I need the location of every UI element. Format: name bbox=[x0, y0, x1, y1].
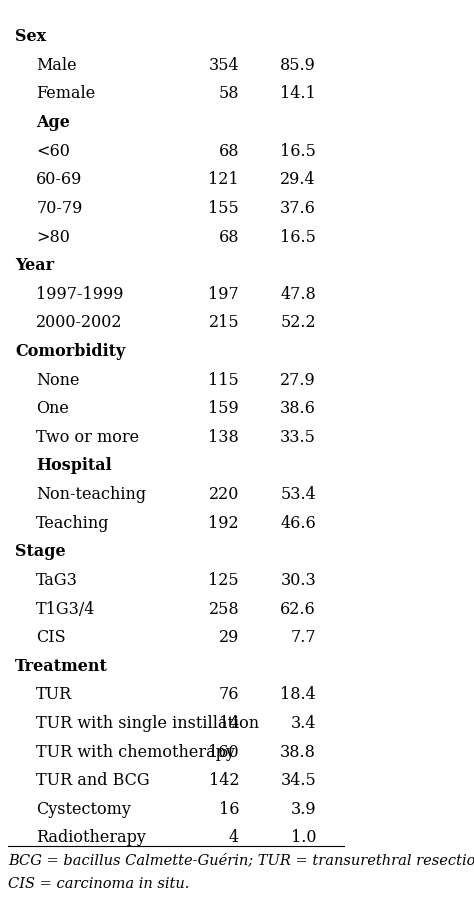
Text: 37.6: 37.6 bbox=[280, 200, 316, 217]
Text: 52.2: 52.2 bbox=[281, 314, 316, 331]
Text: 258: 258 bbox=[209, 600, 239, 617]
Text: 2000-2002: 2000-2002 bbox=[36, 314, 123, 331]
Text: Hospital: Hospital bbox=[36, 457, 112, 475]
Text: 85.9: 85.9 bbox=[280, 57, 316, 74]
Text: Non-teaching: Non-teaching bbox=[36, 486, 146, 503]
Text: TUR: TUR bbox=[36, 686, 73, 703]
Text: <60: <60 bbox=[36, 143, 70, 160]
Text: 29.4: 29.4 bbox=[281, 171, 316, 188]
Text: 125: 125 bbox=[209, 572, 239, 589]
Text: 215: 215 bbox=[209, 314, 239, 331]
Text: 3.4: 3.4 bbox=[291, 715, 316, 732]
Text: 354: 354 bbox=[209, 57, 239, 74]
Text: Stage: Stage bbox=[15, 544, 66, 561]
Text: Female: Female bbox=[36, 85, 96, 102]
Text: 159: 159 bbox=[209, 400, 239, 417]
Text: 16.5: 16.5 bbox=[280, 143, 316, 160]
Text: 62.6: 62.6 bbox=[280, 600, 316, 617]
Text: 68: 68 bbox=[219, 229, 239, 246]
Text: >80: >80 bbox=[36, 229, 70, 246]
Text: 192: 192 bbox=[209, 515, 239, 532]
Text: Year: Year bbox=[15, 257, 55, 274]
Text: 142: 142 bbox=[209, 772, 239, 789]
Text: 58: 58 bbox=[219, 85, 239, 102]
Text: 7.7: 7.7 bbox=[291, 629, 316, 646]
Text: 14: 14 bbox=[219, 715, 239, 732]
Text: 27.9: 27.9 bbox=[280, 371, 316, 388]
Text: 38.6: 38.6 bbox=[280, 400, 316, 417]
Text: None: None bbox=[36, 371, 80, 388]
Text: CIS = carcinoma in situ.: CIS = carcinoma in situ. bbox=[9, 877, 190, 891]
Text: T1G3/4: T1G3/4 bbox=[36, 600, 96, 617]
Text: 46.6: 46.6 bbox=[280, 515, 316, 532]
Text: 115: 115 bbox=[209, 371, 239, 388]
Text: 68: 68 bbox=[219, 143, 239, 160]
Text: 53.4: 53.4 bbox=[280, 486, 316, 503]
Text: 4: 4 bbox=[229, 830, 239, 847]
Text: 70-79: 70-79 bbox=[36, 200, 83, 217]
Text: 16.5: 16.5 bbox=[280, 229, 316, 246]
Text: Cystectomy: Cystectomy bbox=[36, 801, 131, 818]
Text: Comorbidity: Comorbidity bbox=[15, 343, 126, 360]
Text: 3.9: 3.9 bbox=[291, 801, 316, 818]
Text: 47.8: 47.8 bbox=[280, 286, 316, 303]
Text: CIS: CIS bbox=[36, 629, 66, 646]
Text: 155: 155 bbox=[209, 200, 239, 217]
Text: Age: Age bbox=[36, 114, 70, 131]
Text: 38.8: 38.8 bbox=[280, 744, 316, 761]
Text: Sex: Sex bbox=[15, 28, 46, 45]
Text: Teaching: Teaching bbox=[36, 515, 110, 532]
Text: 33.5: 33.5 bbox=[280, 429, 316, 446]
Text: 29: 29 bbox=[219, 629, 239, 646]
Text: Treatment: Treatment bbox=[15, 658, 108, 675]
Text: Male: Male bbox=[36, 57, 77, 74]
Text: 30.3: 30.3 bbox=[280, 572, 316, 589]
Text: 220: 220 bbox=[209, 486, 239, 503]
Text: 76: 76 bbox=[219, 686, 239, 703]
Text: 34.5: 34.5 bbox=[280, 772, 316, 789]
Text: TUR and BCG: TUR and BCG bbox=[36, 772, 150, 789]
Text: Radiotherapy: Radiotherapy bbox=[36, 830, 146, 847]
Text: 160: 160 bbox=[209, 744, 239, 761]
Text: One: One bbox=[36, 400, 69, 417]
Text: 121: 121 bbox=[209, 171, 239, 188]
Text: TUR with chemotherapy: TUR with chemotherapy bbox=[36, 744, 235, 761]
Text: 60-69: 60-69 bbox=[36, 171, 83, 188]
Text: 138: 138 bbox=[209, 429, 239, 446]
Text: 14.1: 14.1 bbox=[280, 85, 316, 102]
Text: TUR with single instillation: TUR with single instillation bbox=[36, 715, 259, 732]
Text: 18.4: 18.4 bbox=[280, 686, 316, 703]
Text: Two or more: Two or more bbox=[36, 429, 139, 446]
Text: 197: 197 bbox=[209, 286, 239, 303]
Text: 1.0: 1.0 bbox=[291, 830, 316, 847]
Text: 16: 16 bbox=[219, 801, 239, 818]
Text: 1997-1999: 1997-1999 bbox=[36, 286, 124, 303]
Text: BCG = bacillus Calmette-Guérin; TUR = transurethral resection;: BCG = bacillus Calmette-Guérin; TUR = tr… bbox=[9, 854, 474, 867]
Text: TaG3: TaG3 bbox=[36, 572, 78, 589]
